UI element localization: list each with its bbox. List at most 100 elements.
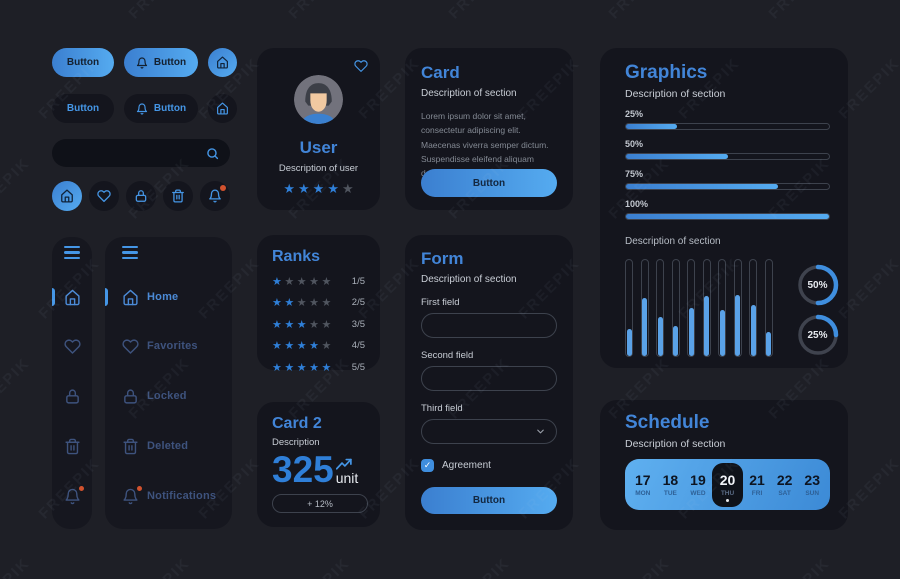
day-cell[interactable]: 18 TUE: [657, 469, 685, 500]
rank-stars[interactable]: ★ ★ ★ ★ ★: [272, 361, 332, 374]
ranks-title: Ranks: [272, 248, 321, 265]
sidebar-item-locked[interactable]: Locked: [122, 387, 187, 405]
day-cell[interactable]: 17 MON: [629, 469, 657, 500]
watermark-text: FREEPIK: [126, 555, 194, 579]
schedule-card: Schedule Description of section 17 MON 1…: [600, 400, 848, 530]
bell-icon-button[interactable]: [200, 181, 230, 211]
home-icon-button[interactable]: [52, 181, 82, 211]
home-icon: [61, 189, 73, 203]
stat-value: 325: [272, 449, 334, 490]
rank-row: ★ ★ ★ ★ ★ 3/5: [272, 318, 365, 331]
sidebar-item-deleted[interactable]: [52, 437, 92, 455]
second-field-input[interactable]: [421, 366, 557, 391]
search-icon[interactable]: [206, 147, 219, 160]
sidebar-item-home[interactable]: Home: [122, 288, 178, 306]
day-cell-selected[interactable]: 20 THU: [711, 462, 744, 507]
primary-button[interactable]: Button: [52, 48, 114, 77]
day-name: TUE: [663, 489, 677, 497]
day-number: 18: [662, 472, 679, 489]
day-name: MON: [635, 489, 651, 497]
sidebar-item-notifications[interactable]: Notifications: [122, 485, 216, 505]
first-field-input[interactable]: [421, 313, 557, 338]
ring-label: 50%: [807, 279, 828, 291]
bar: [749, 259, 757, 357]
sidebar-item-locked[interactable]: [52, 387, 92, 405]
day-cell[interactable]: 22 SAT: [771, 469, 799, 500]
ghost-icon-button[interactable]: Button: [124, 94, 198, 123]
search-input[interactable]: [63, 147, 206, 159]
day-name: THU: [720, 489, 735, 497]
day-cell[interactable]: 23 SUN: [798, 469, 826, 500]
trash-icon-button[interactable]: [163, 181, 193, 211]
content-card: Card Description of section Lorem ipsum …: [405, 48, 573, 210]
primary-icon-button[interactable]: Button: [124, 48, 198, 77]
bell-icon: [136, 56, 147, 69]
search-bar[interactable]: [52, 139, 230, 167]
favorite-heart-icon[interactable]: [354, 59, 368, 73]
checkbox-checked-icon[interactable]: ✓: [421, 459, 434, 472]
field-label-second: Second field: [421, 350, 474, 361]
third-field-select[interactable]: [421, 419, 557, 444]
rank-value: 5/5: [351, 361, 365, 373]
form-title: Form: [421, 249, 464, 268]
bar: [625, 259, 633, 357]
rank-row: ★ ★ ★ ★ ★ 4/5: [272, 339, 365, 352]
sidebar-item-favorites[interactable]: Favorites: [122, 337, 198, 355]
heart-icon: [63, 338, 81, 354]
sidebar-item-home[interactable]: [52, 288, 92, 306]
heart-icon-button[interactable]: [89, 181, 119, 211]
change-badge[interactable]: + 12%: [272, 494, 368, 514]
lock-icon: [124, 388, 137, 404]
form-submit-button[interactable]: Button: [421, 487, 557, 514]
rank-stars[interactable]: ★ ★ ★ ★ ★: [272, 340, 332, 352]
bell-icon: [209, 189, 221, 203]
primary-button-row: Button Button: [52, 48, 237, 77]
ring-charts: 50% 25%: [796, 263, 840, 357]
graphics-subtitle: Description of section: [625, 88, 726, 100]
lock-icon: [65, 388, 79, 404]
vertical-bar-chart: [625, 259, 773, 357]
day-name: WED: [690, 489, 706, 497]
watermark-text: FREEPIK: [0, 354, 34, 423]
trash-icon: [64, 438, 80, 454]
watermark-text: FREEPIK: [0, 0, 33, 22]
ghost-icon-button-label: Button: [153, 103, 187, 114]
home-icon: [64, 289, 80, 305]
progress-bar: [625, 153, 830, 160]
bar: [640, 259, 649, 357]
rank-stars[interactable]: ★ ★ ★ ★ ★: [272, 275, 332, 288]
stat-unit: unit: [335, 470, 359, 487]
menu-icon[interactable]: [122, 246, 138, 260]
sidebar-item-favorites[interactable]: [52, 337, 92, 355]
day-name: SUN: [805, 489, 820, 497]
rank-value: 1/5: [351, 275, 365, 287]
day-cell[interactable]: 19 WED: [684, 469, 712, 500]
user-rating[interactable]: ★ ★ ★ ★ ★: [283, 181, 354, 196]
lock-icon: [135, 190, 147, 202]
home-circle-button-ghost[interactable]: [208, 94, 237, 123]
agreement-checkbox-row[interactable]: ✓ Agreement: [421, 459, 557, 472]
rank-stars[interactable]: ★ ★ ★ ★ ★: [272, 318, 332, 331]
home-circle-button-primary[interactable]: [208, 48, 237, 77]
lock-icon-button[interactable]: [126, 181, 156, 211]
watermark-text: FREEPIK: [766, 0, 834, 22]
stat-card-description: Description: [272, 437, 320, 448]
sidebar-item-notifications[interactable]: [52, 485, 92, 505]
graphics-card: Graphics Description of section 25% 50% …: [600, 48, 848, 368]
field-label-third: Third field: [421, 403, 463, 414]
home-icon: [123, 289, 138, 305]
sidebar-item-deleted[interactable]: Deleted: [122, 437, 188, 455]
rank-row: ★ ★ ★ ★ ★ 1/5: [272, 275, 365, 288]
bar: [718, 259, 726, 357]
day-cell[interactable]: 21 FRI: [743, 469, 771, 500]
day-number: 19: [690, 472, 706, 489]
rank-stars[interactable]: ★ ★ ★ ★ ★: [272, 297, 332, 309]
rank-value: 3/5: [351, 318, 365, 330]
menu-icon[interactable]: [64, 246, 80, 260]
ghost-button[interactable]: Button: [52, 94, 114, 123]
watermark-text: FREEPIK: [0, 555, 33, 579]
bar: [656, 259, 664, 357]
schedule-subtitle: Description of section: [625, 438, 726, 450]
card-button[interactable]: Button: [421, 169, 557, 197]
progress-label: 25%: [625, 109, 644, 119]
